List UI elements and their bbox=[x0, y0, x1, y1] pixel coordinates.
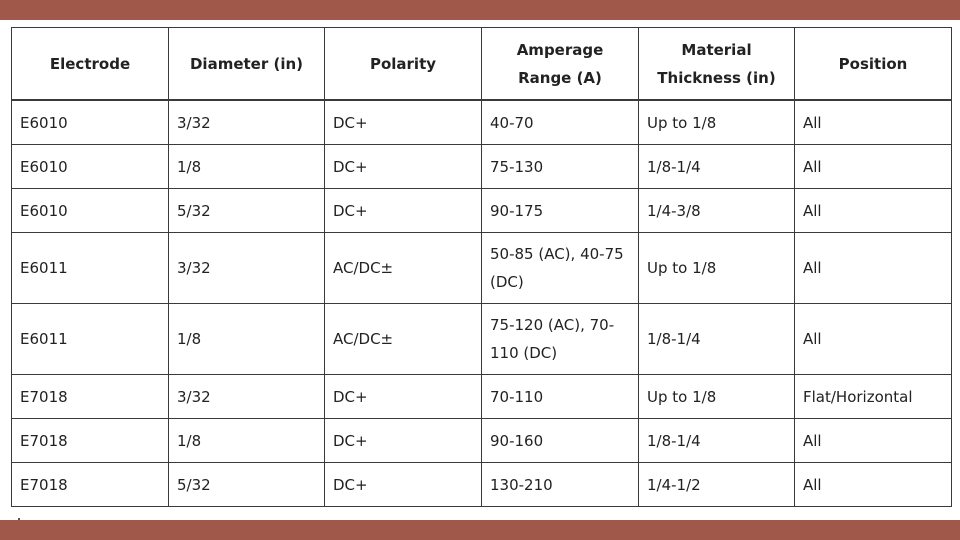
cell-position: All bbox=[794, 144, 952, 189]
cell-polarity: DC+ bbox=[324, 418, 482, 463]
cell-amperage: 90-160 bbox=[481, 418, 639, 463]
stray-mark bbox=[18, 518, 20, 520]
cell-position: All bbox=[794, 232, 952, 304]
table-row: E6011 3/32 AC/DC± 50-85 (AC), 40-75 (DC)… bbox=[11, 232, 952, 304]
cell-amperage: 75-130 bbox=[481, 144, 639, 189]
cell-thickness: Up to 1/8 bbox=[638, 99, 795, 145]
table-row: E7018 5/32 DC+ 130-210 1/4-1/2 All bbox=[11, 462, 952, 507]
cell-position: All bbox=[794, 462, 952, 507]
cell-amperage: 90-175 bbox=[481, 188, 639, 233]
table-header-row: Electrode Diameter (in) Polarity Amperag… bbox=[11, 27, 952, 101]
table-panel: Electrode Diameter (in) Polarity Amperag… bbox=[0, 20, 960, 520]
cell-polarity: DC+ bbox=[324, 188, 482, 233]
cell-thickness: Up to 1/8 bbox=[638, 232, 795, 304]
cell-polarity: DC+ bbox=[324, 462, 482, 507]
cell-diameter: 3/32 bbox=[168, 374, 325, 419]
cell-thickness: 1/8-1/4 bbox=[638, 303, 795, 375]
cell-diameter: 5/32 bbox=[168, 462, 325, 507]
cell-amperage: 75-120 (AC), 70-110 (DC) bbox=[481, 303, 639, 375]
cell-electrode: E6010 bbox=[11, 99, 169, 145]
cell-thickness: 1/4-1/2 bbox=[638, 462, 795, 507]
table-row: E6010 5/32 DC+ 90-175 1/4-3/8 All bbox=[11, 188, 952, 233]
header-polarity: Polarity bbox=[324, 27, 482, 101]
cell-thickness: 1/8-1/4 bbox=[638, 418, 795, 463]
cell-thickness: 1/4-3/8 bbox=[638, 188, 795, 233]
header-diameter: Diameter (in) bbox=[168, 27, 325, 101]
cell-thickness: 1/8-1/4 bbox=[638, 144, 795, 189]
table-row: E6011 1/8 AC/DC± 75-120 (AC), 70-110 (DC… bbox=[11, 303, 952, 375]
cell-diameter: 1/8 bbox=[168, 418, 325, 463]
cell-diameter: 1/8 bbox=[168, 303, 325, 375]
cell-electrode: E6011 bbox=[11, 232, 169, 304]
cell-diameter: 5/32 bbox=[168, 188, 325, 233]
cell-position: All bbox=[794, 418, 952, 463]
cell-amperage: 40-70 bbox=[481, 99, 639, 145]
cell-electrode: E6010 bbox=[11, 188, 169, 233]
cell-polarity: DC+ bbox=[324, 99, 482, 145]
electrode-table: Electrode Diameter (in) Polarity Amperag… bbox=[11, 27, 952, 507]
table-row: E6010 1/8 DC+ 75-130 1/8-1/4 All bbox=[11, 144, 952, 189]
cell-thickness: Up to 1/8 bbox=[638, 374, 795, 419]
cell-polarity: DC+ bbox=[324, 374, 482, 419]
cell-amperage: 70-110 bbox=[481, 374, 639, 419]
cell-polarity: DC+ bbox=[324, 144, 482, 189]
cell-position: All bbox=[794, 99, 952, 145]
table-row: E7018 3/32 DC+ 70-110 Up to 1/8 Flat/Hor… bbox=[11, 374, 952, 419]
cell-position: All bbox=[794, 303, 952, 375]
table-row: E6010 3/32 DC+ 40-70 Up to 1/8 All bbox=[11, 99, 952, 145]
table-row: E7018 1/8 DC+ 90-160 1/8-1/4 All bbox=[11, 418, 952, 463]
cell-electrode: E6011 bbox=[11, 303, 169, 375]
header-material-thickness: Material Thickness (in) bbox=[638, 27, 795, 101]
cell-amperage: 130-210 bbox=[481, 462, 639, 507]
header-electrode: Electrode bbox=[11, 27, 169, 101]
cell-electrode: E7018 bbox=[11, 374, 169, 419]
cell-diameter: 3/32 bbox=[168, 99, 325, 145]
cell-diameter: 3/32 bbox=[168, 232, 325, 304]
cell-electrode: E7018 bbox=[11, 462, 169, 507]
cell-polarity: AC/DC± bbox=[324, 303, 482, 375]
cell-diameter: 1/8 bbox=[168, 144, 325, 189]
cell-polarity: AC/DC± bbox=[324, 232, 482, 304]
header-position: Position bbox=[794, 27, 952, 101]
cell-position: Flat/Horizontal bbox=[794, 374, 952, 419]
cell-amperage: 50-85 (AC), 40-75 (DC) bbox=[481, 232, 639, 304]
header-amperage-range: Amperage Range (A) bbox=[481, 27, 639, 101]
cell-electrode: E6010 bbox=[11, 144, 169, 189]
cell-electrode: E7018 bbox=[11, 418, 169, 463]
cell-position: All bbox=[794, 188, 952, 233]
